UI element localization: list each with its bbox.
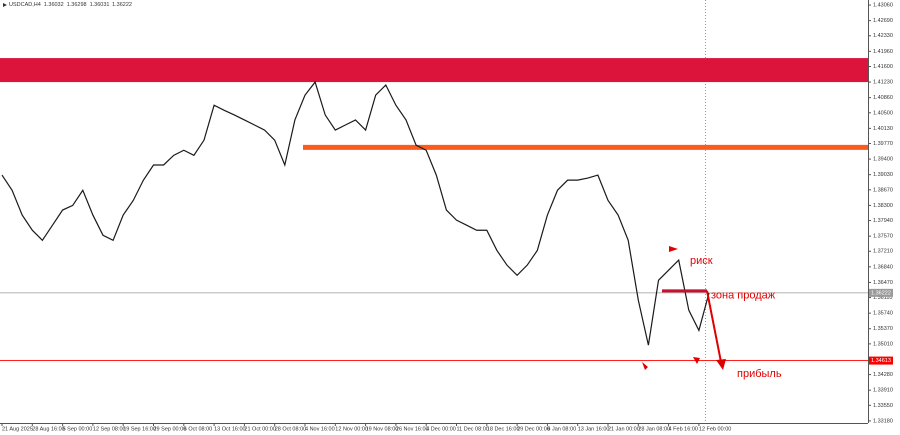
y-tick-label: 1.38300 bbox=[873, 203, 893, 209]
header-icon bbox=[3, 3, 7, 7]
price-label: 1.34613 bbox=[871, 358, 891, 364]
x-tick-label: 12 Sep 08:00 bbox=[93, 426, 126, 432]
resistance-zone bbox=[0, 58, 868, 83]
x-tick-label: 4 Dec 00:00 bbox=[426, 426, 456, 432]
y-tick-label: 1.42690 bbox=[873, 18, 893, 24]
x-tick-label: 28 Oct 08:00 bbox=[275, 426, 307, 432]
y-tick-label: 1.41600 bbox=[873, 64, 893, 70]
y-tick-label: 1.39400 bbox=[873, 157, 893, 163]
x-tick-label: 13 Oct 16:00 bbox=[214, 426, 246, 432]
x-tick-label: 28 Jan 08:00 bbox=[638, 426, 670, 432]
y-tick-label: 1.33910 bbox=[873, 388, 893, 394]
sell-zone-label: зона продаж bbox=[711, 290, 776, 302]
y-tick-label: 1.37210 bbox=[873, 249, 893, 255]
risk-label: риск bbox=[690, 255, 713, 267]
profit-arrow bbox=[706, 290, 722, 363]
x-tick-label: 29 Dec 00:00 bbox=[517, 426, 550, 432]
y-tick-label: 1.41960 bbox=[873, 49, 893, 55]
x-tick-label: 26 Nov 16:00 bbox=[396, 426, 429, 432]
price-label: 1.36222 bbox=[871, 290, 891, 296]
y-tick-label: 1.34280 bbox=[873, 372, 893, 378]
ohlc-open: 1.36032 bbox=[44, 2, 64, 8]
x-tick-label: 28 Aug 16:00 bbox=[32, 426, 64, 432]
profit-arrowhead bbox=[716, 359, 726, 370]
ohlc-low: 1.36031 bbox=[90, 2, 110, 8]
header: USDCAD,H4 1.36032 1.36298 1.36031 1.36222 bbox=[9, 2, 132, 8]
x-tick-label: 12 Nov 00:00 bbox=[335, 426, 368, 432]
x-tick-label: 21 Jan 00:00 bbox=[608, 426, 640, 432]
price-label-box bbox=[869, 288, 893, 297]
y-tick-label: 1.36470 bbox=[873, 280, 893, 286]
y-tick-label: 1.42330 bbox=[873, 33, 893, 39]
x-tick-label: 21 Oct 00:00 bbox=[244, 426, 276, 432]
price-label-box bbox=[869, 356, 893, 365]
y-tick-label: 1.43060 bbox=[873, 3, 893, 9]
y-tick-label: 1.39770 bbox=[873, 141, 893, 147]
x-tick-label: 29 Sep 00:00 bbox=[154, 426, 187, 432]
y-tick-label: 1.37570 bbox=[873, 234, 893, 240]
symbol: USDCAD,H4 bbox=[9, 2, 41, 8]
risk-arrow bbox=[669, 246, 678, 252]
ohlc-close: 1.36222 bbox=[112, 2, 132, 8]
y-tick-label: 1.35370 bbox=[873, 326, 893, 332]
low-arrow-2 bbox=[693, 357, 700, 364]
y-tick-label: 1.40500 bbox=[873, 110, 893, 116]
y-tick-label: 1.41230 bbox=[873, 80, 893, 86]
x-tick-label: 19 Sep 16:00 bbox=[123, 426, 156, 432]
price-line-series bbox=[1, 80, 710, 346]
y-tick-label: 1.33550 bbox=[873, 403, 893, 409]
low-arrow-1 bbox=[642, 362, 648, 370]
y-tick-label: 1.38670 bbox=[873, 187, 893, 193]
x-tick-label: 18 Dec 16:00 bbox=[487, 426, 520, 432]
x-tick-label: 4 Nov 16:00 bbox=[305, 426, 335, 432]
y-tick-label: 1.36110 bbox=[873, 295, 892, 301]
x-tick-label: 13 Jan 16:00 bbox=[578, 426, 610, 432]
y-tick-label: 1.35010 bbox=[873, 341, 893, 347]
x-tick-label: 5 Sep 00:00 bbox=[63, 426, 93, 432]
x-tick-label: 12 Feb 00:00 bbox=[699, 426, 731, 432]
y-tick-label: 1.40860 bbox=[873, 95, 893, 101]
y-tick-label: 1.37940 bbox=[873, 218, 893, 224]
y-tick-label: 1.40130 bbox=[873, 126, 893, 132]
x-tick-label: 19 Nov 08:00 bbox=[366, 426, 399, 432]
y-tick-label: 1.36840 bbox=[873, 264, 893, 270]
ohlc-high: 1.36298 bbox=[67, 2, 87, 8]
x-tick-label: 11 Dec 08:00 bbox=[457, 426, 489, 432]
x-tick-label: 6 Oct 08:00 bbox=[184, 426, 212, 432]
x-tick-label: 21 Aug 2025 bbox=[2, 426, 33, 432]
x-tick-label: 4 Feb 16:00 bbox=[669, 426, 698, 432]
profit-label: прибыль bbox=[737, 368, 782, 380]
y-tick-label: 1.39030 bbox=[873, 172, 893, 178]
x-tick-label: 6 Jan 08:00 bbox=[547, 426, 576, 432]
y-tick-label: 1.35740 bbox=[873, 311, 893, 317]
y-tick-label: 1.33180 bbox=[873, 418, 893, 424]
